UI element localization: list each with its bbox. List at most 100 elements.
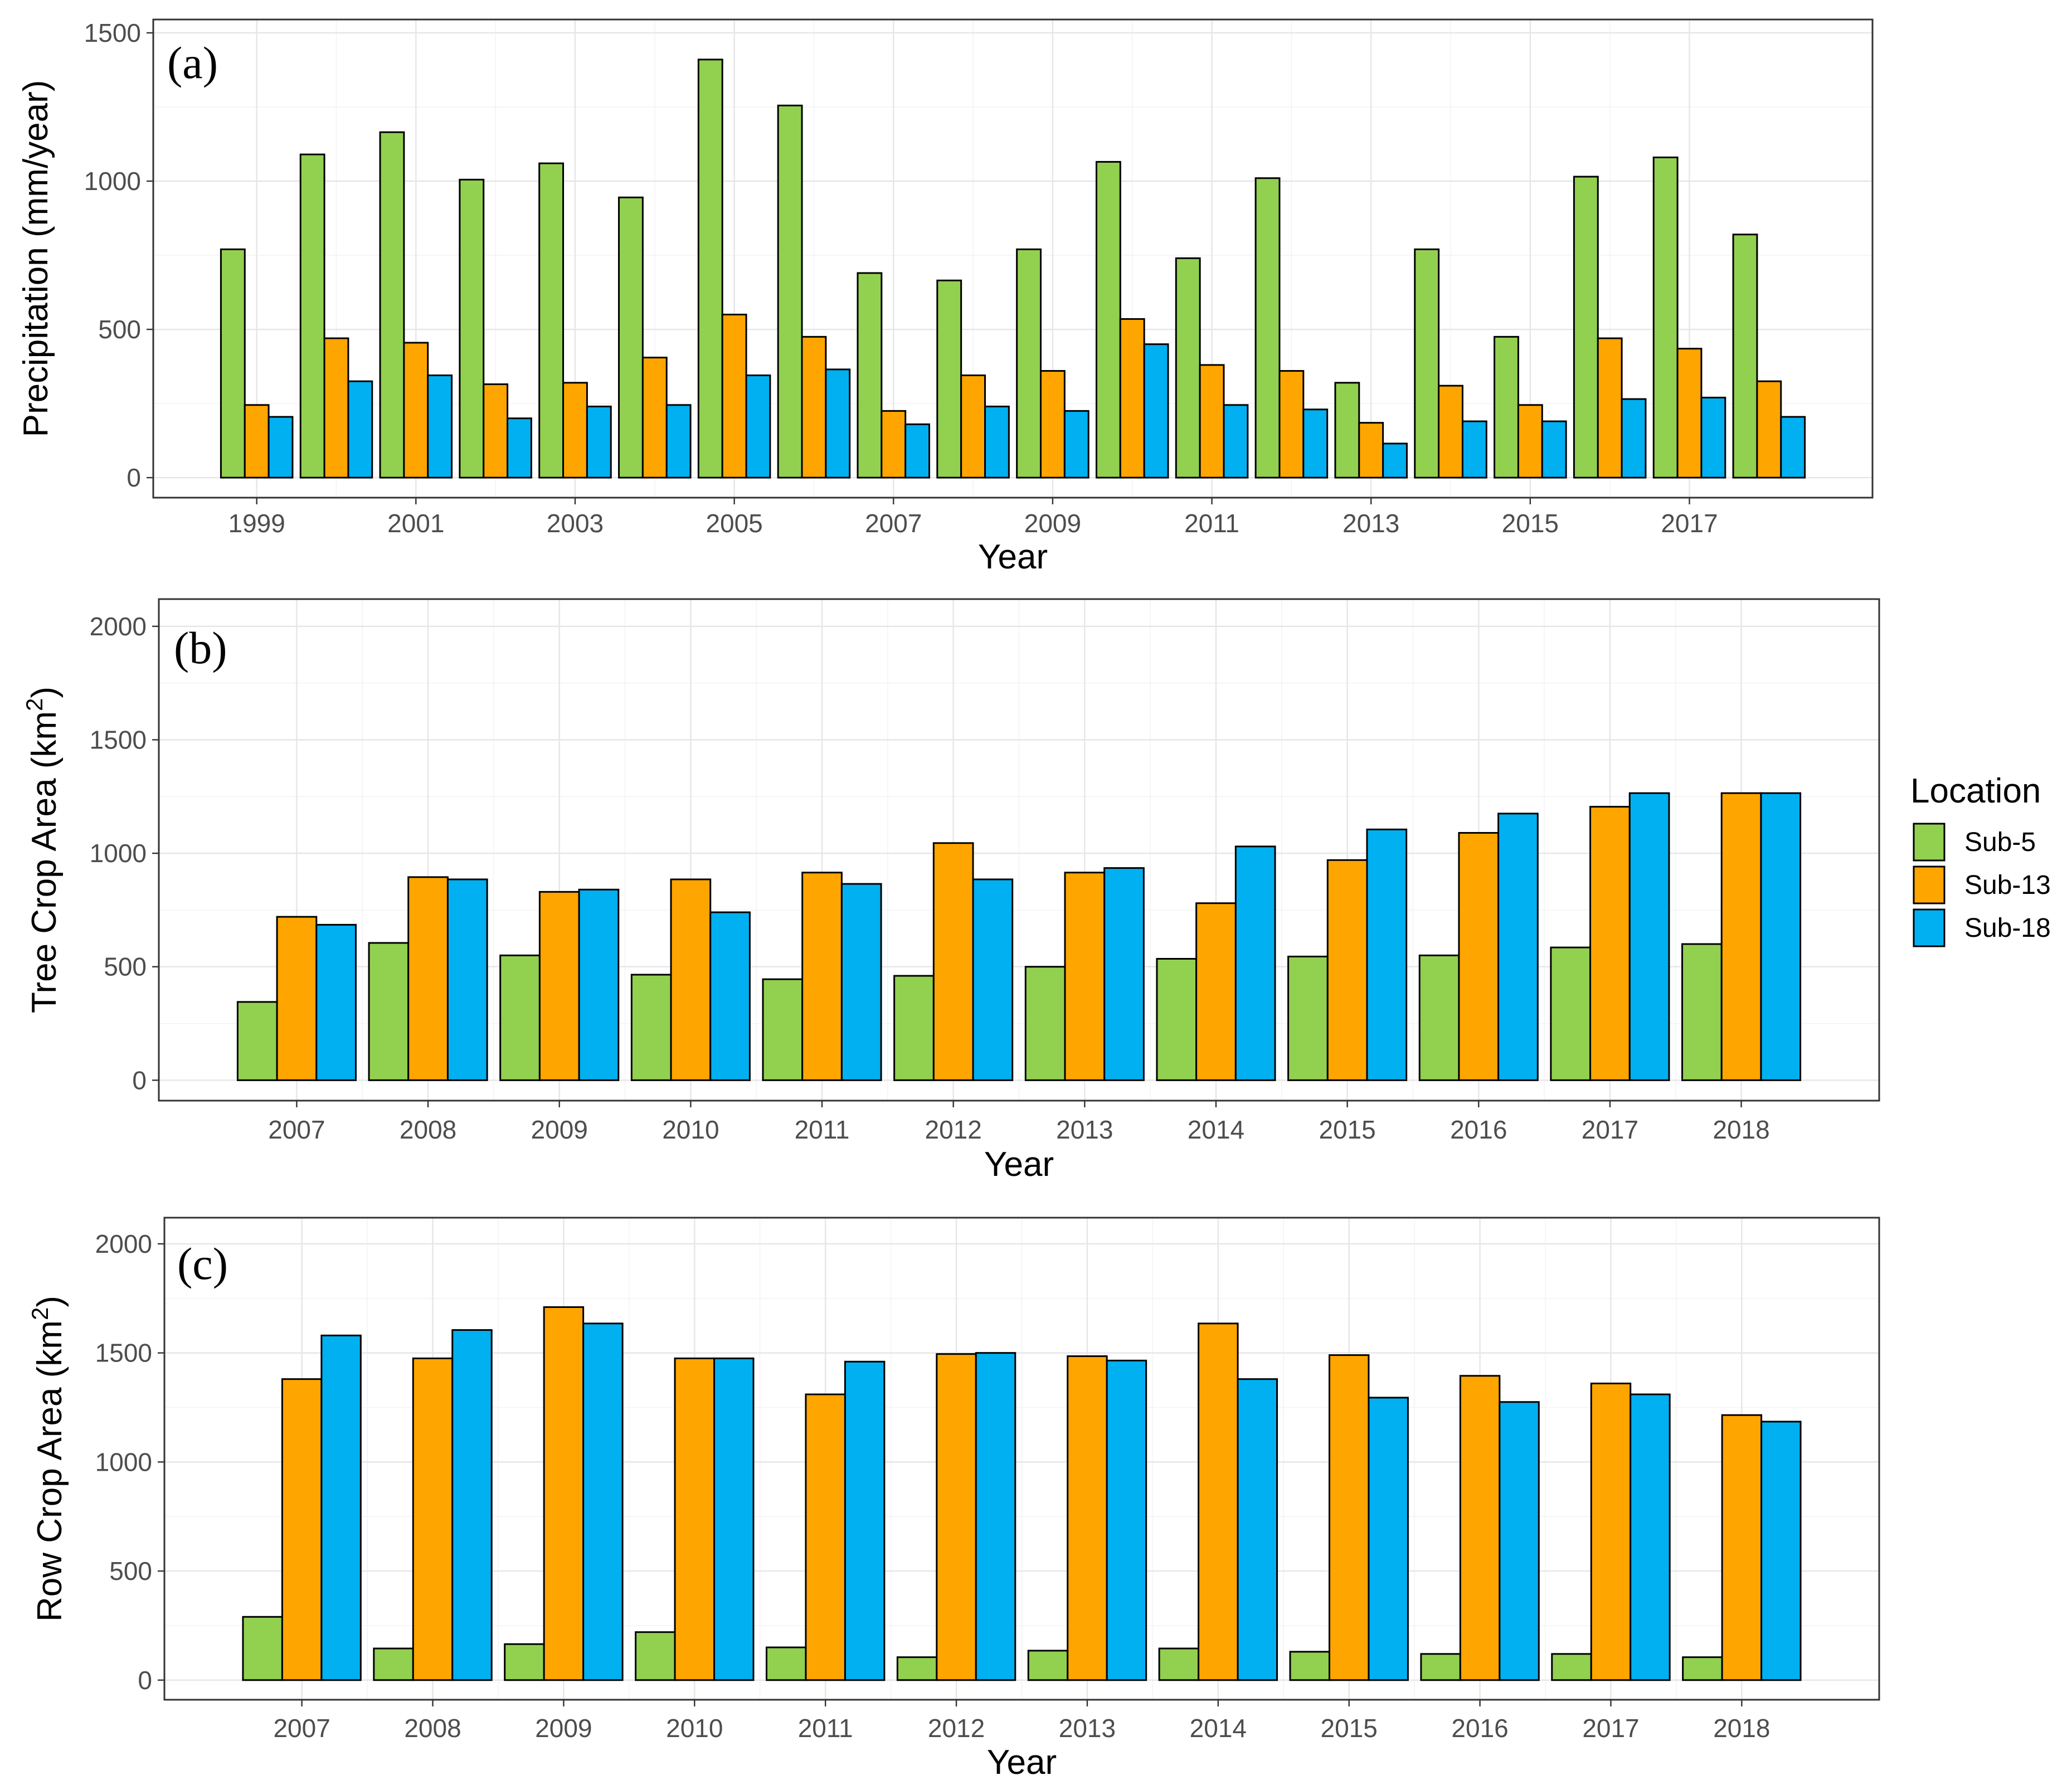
bar-c-sub-13-2008: [412, 1357, 454, 1681]
x-tick-label-b: 2007: [268, 1115, 325, 1144]
bar-a-sub-5-2003: [538, 162, 565, 479]
bar-b-sub-5-2015: [1287, 955, 1329, 1081]
bar-a-sub-18-2000: [347, 380, 373, 479]
bar-a-sub-5-2010: [1095, 160, 1121, 479]
x-tick-label-a: 2013: [1343, 509, 1399, 538]
y-tick-label-c: 0: [138, 1666, 152, 1695]
bar-b-sub-18-2012: [972, 878, 1014, 1081]
x-tick-label-b: 2018: [1713, 1115, 1769, 1144]
bar-a-sub-18-2017: [1700, 396, 1726, 479]
panel-border-b: [158, 598, 1880, 1102]
bar-a-sub-18-2003: [586, 405, 612, 479]
bar-a-sub-5-2009: [1016, 248, 1042, 479]
bar-b-sub-5-2008: [368, 942, 410, 1081]
bar-a-sub-5-2008: [936, 279, 962, 479]
x-tick-label-b: 2014: [1188, 1115, 1244, 1144]
bar-a-sub-5-2017: [1652, 156, 1679, 479]
bar-a-sub-5-2013: [1334, 382, 1360, 479]
bar-a-sub-13-2011: [1199, 364, 1225, 479]
bar-b-sub-13-2009: [538, 891, 580, 1081]
x-tick-label-a: 2005: [706, 509, 762, 538]
bar-b-sub-18-2011: [840, 883, 882, 1081]
x-tick-label-b: 2011: [795, 1115, 850, 1144]
y-tick-label-b: 500: [104, 952, 147, 981]
bar-b-sub-5-2016: [1418, 954, 1460, 1081]
x-tick-label-c: 2018: [1713, 1714, 1770, 1743]
bar-c-sub-5-2013: [1027, 1650, 1069, 1681]
bar-a-sub-18-2001: [427, 374, 453, 479]
panel-label-a: (a): [167, 37, 218, 88]
bar-c-sub-5-2009: [504, 1643, 545, 1681]
x-tick-label-c: 2016: [1451, 1714, 1508, 1743]
y-tick-label-b: 1000: [90, 839, 147, 868]
bar-a-sub-5-2018: [1732, 234, 1758, 479]
bar-b-sub-5-2018: [1681, 943, 1723, 1081]
panel-label-c: (c): [177, 1238, 228, 1289]
bar-a-sub-18-2006: [825, 368, 851, 479]
x-axis-title-a: Year: [978, 538, 1048, 576]
legend-swatch-sub-13: [1913, 865, 1945, 904]
bar-b-sub-5-2017: [1550, 946, 1592, 1081]
bar-c-sub-18-2018: [1760, 1421, 1802, 1681]
bar-a-sub-18-2015: [1541, 420, 1567, 479]
bar-a-sub-5-2000: [299, 153, 325, 479]
bar-c-sub-13-2017: [1590, 1382, 1632, 1681]
panel-label-b: (b): [174, 622, 227, 673]
x-tick-label-c: 2007: [273, 1714, 330, 1743]
bar-a-sub-13-2008: [960, 374, 986, 479]
x-tick-label-c: 2008: [404, 1714, 461, 1743]
bar-a-sub-13-2014: [1438, 385, 1463, 479]
bar-c-sub-5-2014: [1158, 1647, 1200, 1681]
bar-c-sub-13-2016: [1459, 1375, 1501, 1681]
bar-a-sub-5-2005: [697, 59, 723, 479]
y-tick-label-c: 500: [109, 1557, 152, 1585]
bar-a-sub-13-2006: [801, 335, 827, 479]
y-tick-label-a: 1500: [84, 18, 141, 47]
bar-c-sub-5-2011: [765, 1646, 807, 1681]
legend-label-sub-13: Sub-13: [1964, 870, 2051, 900]
bar-c-sub-18-2008: [451, 1329, 493, 1681]
bar-a-sub-18-2011: [1223, 404, 1249, 479]
bar-c-sub-5-2015: [1289, 1651, 1330, 1681]
bar-c-sub-18-2009: [582, 1322, 624, 1681]
x-tick-label-b: 2010: [662, 1115, 719, 1144]
y-tick-label-c: 1500: [95, 1339, 152, 1368]
bar-a-sub-18-2018: [1780, 416, 1806, 479]
x-tick-label-a: 1999: [228, 509, 285, 538]
bar-a-sub-5-2012: [1254, 177, 1281, 479]
x-tick-label-a: 2017: [1661, 509, 1718, 538]
bar-a-sub-18-2002: [507, 417, 532, 479]
bar-a-sub-13-2000: [323, 337, 349, 479]
x-tick-label-b: 2013: [1056, 1115, 1113, 1144]
bar-a-sub-18-2009: [1063, 410, 1089, 479]
bar-c-sub-13-2011: [805, 1393, 846, 1681]
bar-b-sub-13-2016: [1458, 831, 1500, 1081]
bar-b-sub-18-2017: [1628, 792, 1670, 1081]
bar-c-sub-5-2008: [373, 1647, 414, 1681]
bar-b-sub-18-2015: [1366, 828, 1408, 1081]
y-tick-label-b: 2000: [90, 612, 147, 641]
bar-a-sub-5-2001: [379, 131, 405, 479]
bar-c-sub-18-2007: [320, 1334, 362, 1681]
x-tick-label-c: 2010: [666, 1714, 723, 1743]
bar-b-sub-13-2011: [801, 872, 843, 1081]
bar-a-sub-13-2007: [881, 410, 907, 479]
y-tick-label-b: 1500: [90, 725, 147, 754]
bar-a-sub-18-2010: [1143, 343, 1169, 479]
bar-b-sub-5-2011: [762, 978, 804, 1081]
bar-a-sub-13-2016: [1597, 337, 1623, 479]
bar-b-sub-18-2016: [1497, 813, 1539, 1081]
y-tick-label-a: 0: [127, 463, 141, 492]
x-axis-title-b: Year: [984, 1145, 1054, 1184]
bar-c-sub-5-2016: [1420, 1653, 1461, 1681]
y-tick-label-a: 500: [98, 315, 141, 344]
legend-title: Location: [1910, 772, 2041, 810]
bar-c-sub-13-2014: [1198, 1322, 1239, 1681]
bar-a-sub-18-2013: [1382, 442, 1408, 479]
bar-b-sub-18-2014: [1234, 845, 1276, 1081]
bar-c-sub-5-2010: [635, 1631, 676, 1681]
x-tick-label-c: 2015: [1321, 1714, 1378, 1743]
bar-b-sub-18-2008: [446, 878, 488, 1081]
bar-b-sub-5-2013: [1024, 966, 1066, 1081]
